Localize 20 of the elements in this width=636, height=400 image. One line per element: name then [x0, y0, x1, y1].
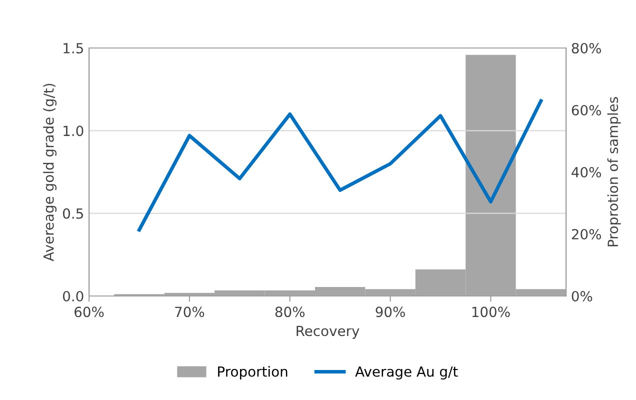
- y2-tick-label: 20%: [572, 228, 602, 240]
- y-tick-label: 1.0: [64, 126, 84, 136]
- y-tick-label: 0.0: [63, 290, 84, 302]
- x-tick-label: 90%: [376, 306, 405, 318]
- y2-axis-title: Proprotion of samples: [607, 97, 621, 246]
- y-axis-title: Avereage gold grade (g/t): [43, 84, 57, 262]
- line-series: [138, 99, 543, 232]
- legend-label: Average Au g/t: [355, 366, 458, 380]
- y2-tick-label: 40%: [572, 166, 602, 178]
- y-tick-label: 1.5: [64, 43, 83, 54]
- y2-tick-label: 80%: [572, 42, 602, 54]
- y2-tick-label: 60%: [572, 104, 602, 116]
- x-tick-label: 70%: [175, 306, 204, 318]
- y2-tick-label: 0%: [572, 290, 592, 302]
- x-tick-label: 60%: [74, 306, 104, 318]
- y-tick-label: 0.5: [63, 208, 83, 219]
- x-tick-label: 100%: [472, 306, 510, 318]
- x-axis-title: Recovery: [296, 326, 360, 339]
- x-tick-label: 80%: [275, 306, 305, 318]
- legend-label: Proportion: [218, 366, 288, 380]
